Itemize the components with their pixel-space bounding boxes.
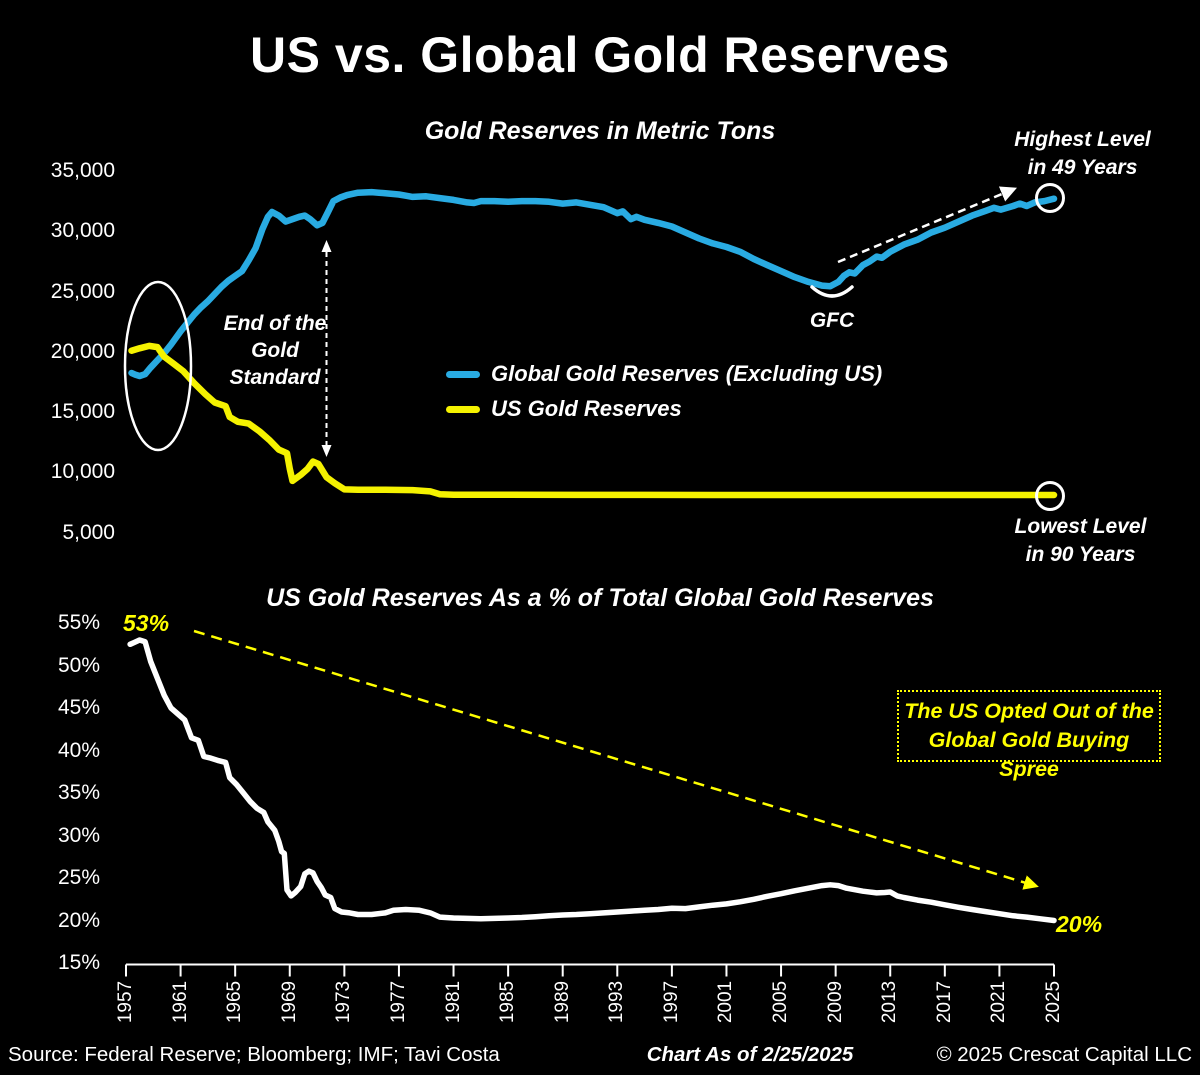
gfc-label: GFC xyxy=(809,309,855,332)
y-tick-label: 30,000 xyxy=(50,219,115,242)
y-tick-label: 5,000 xyxy=(62,521,115,544)
top-chart-annotation-shapes xyxy=(123,183,1065,511)
callout-line1: The US Opted Out of the xyxy=(904,699,1154,723)
x-tick-label: 1973 xyxy=(333,980,354,1024)
footer-copyright: © 2025 Crescat Capital LLC xyxy=(936,1043,1192,1066)
lowest-level-annotation: Lowest Level in 90 Years xyxy=(998,513,1163,569)
top-chart-series xyxy=(128,188,1058,499)
blue-endpoint-circle xyxy=(1035,183,1065,213)
y-tick-label: 25,000 xyxy=(50,280,115,303)
x-tick-label: 1957 xyxy=(115,980,136,1024)
y-tick-label: 55% xyxy=(57,611,100,634)
highest-level-annotation: Highest Level in 49 Years xyxy=(1000,126,1165,182)
x-tick-label: 2005 xyxy=(770,980,791,1024)
start-highlight-ellipse xyxy=(123,280,193,452)
bottom-chart-annotation-shapes xyxy=(193,629,1039,890)
us-share-line xyxy=(127,637,1057,924)
end-gold-standard-line3: Standard xyxy=(229,366,321,389)
end-gold-standard-annotation: End of the Gold Standard xyxy=(218,310,332,391)
us-series-swatch xyxy=(446,405,480,413)
y-tick-label: 10,000 xyxy=(50,460,115,483)
global-gold-line xyxy=(128,188,1058,380)
callout-line2: Global Gold Buying Spree xyxy=(928,728,1130,781)
footer-source: Source: Federal Reserve; Bloomberg; IMF;… xyxy=(8,1043,500,1066)
lowest-level-line1: Lowest Level xyxy=(1014,515,1147,538)
y-tick-label: 50% xyxy=(57,654,100,677)
y-tick-label: 15% xyxy=(57,951,100,974)
x-tick-label: 1997 xyxy=(661,980,682,1024)
x-tick-label: 1981 xyxy=(443,980,464,1024)
callout-box: The US Opted Out of the Global Gold Buyi… xyxy=(897,690,1161,781)
yellow-endpoint-circle xyxy=(1035,481,1065,511)
x-tick-label: 2025 xyxy=(1043,980,1064,1024)
declining-share-arrow xyxy=(193,629,1039,890)
end-gold-standard-line1: End of the xyxy=(223,312,327,335)
highest-level-line1: Highest Level xyxy=(1014,128,1151,151)
y-tick-label: 20% xyxy=(57,909,100,932)
y-tick-label: 45% xyxy=(57,696,100,719)
start-percent-label: 53% xyxy=(123,610,170,636)
double-arrow-head-bottom xyxy=(321,445,332,457)
double-arrow-head-top xyxy=(321,240,332,252)
end-percent-label: 20% xyxy=(1056,911,1103,937)
us-gold-line xyxy=(128,342,1058,499)
x-tick-label: 2017 xyxy=(934,980,955,1024)
x-tick-label: 2021 xyxy=(988,980,1009,1024)
x-tick-label: 1993 xyxy=(606,980,627,1024)
end-gold-standard-line2: Gold xyxy=(251,339,299,362)
y-tick-label: 20,000 xyxy=(50,340,115,363)
x-tick-label: 2013 xyxy=(879,980,900,1024)
x-tick-label: 1985 xyxy=(497,980,518,1024)
x-tick-label: 1977 xyxy=(388,980,409,1024)
legend-label-us: US Gold Reserves xyxy=(491,396,682,421)
highest-level-arrow xyxy=(837,186,1018,264)
bottom-x-axis xyxy=(125,963,1055,977)
gfc-brace-arc xyxy=(810,285,854,298)
x-tick-label: 1969 xyxy=(279,980,300,1024)
x-tick-label: 2009 xyxy=(825,980,846,1024)
page-title: US vs. Global Gold Reserves xyxy=(250,27,950,83)
y-tick-label: 40% xyxy=(57,739,100,762)
bottom-chart-series xyxy=(127,637,1057,924)
highest-level-line2: in 49 Years xyxy=(1027,156,1138,179)
x-tick-label: 1961 xyxy=(170,980,191,1024)
y-tick-label: 30% xyxy=(57,824,100,847)
top-chart-title: Gold Reserves in Metric Tons xyxy=(424,117,776,145)
footer-as-of-date: Chart As of 2/25/2025 xyxy=(646,1043,854,1066)
y-tick-label: 35% xyxy=(57,781,100,804)
lowest-level-line2: in 90 Years xyxy=(1025,543,1136,566)
legend-item-us: US Gold Reserves xyxy=(446,396,882,422)
x-tick-label: 1965 xyxy=(224,980,245,1024)
legend-item-global: Global Gold Reserves (Excluding US) xyxy=(446,361,882,387)
bottom-chart-title: US Gold Reserves As a % of Total Global … xyxy=(266,584,934,612)
legend-label-global: Global Gold Reserves (Excluding US) xyxy=(491,361,883,386)
legend: Global Gold Reserves (Excluding US) US G… xyxy=(446,361,882,422)
y-tick-label: 35,000 xyxy=(50,159,115,182)
x-tick-label: 2001 xyxy=(715,980,736,1024)
x-tick-label: 1989 xyxy=(552,980,573,1024)
global-series-swatch xyxy=(446,370,480,378)
y-tick-label: 15,000 xyxy=(50,400,115,423)
y-tick-label: 25% xyxy=(57,866,100,889)
